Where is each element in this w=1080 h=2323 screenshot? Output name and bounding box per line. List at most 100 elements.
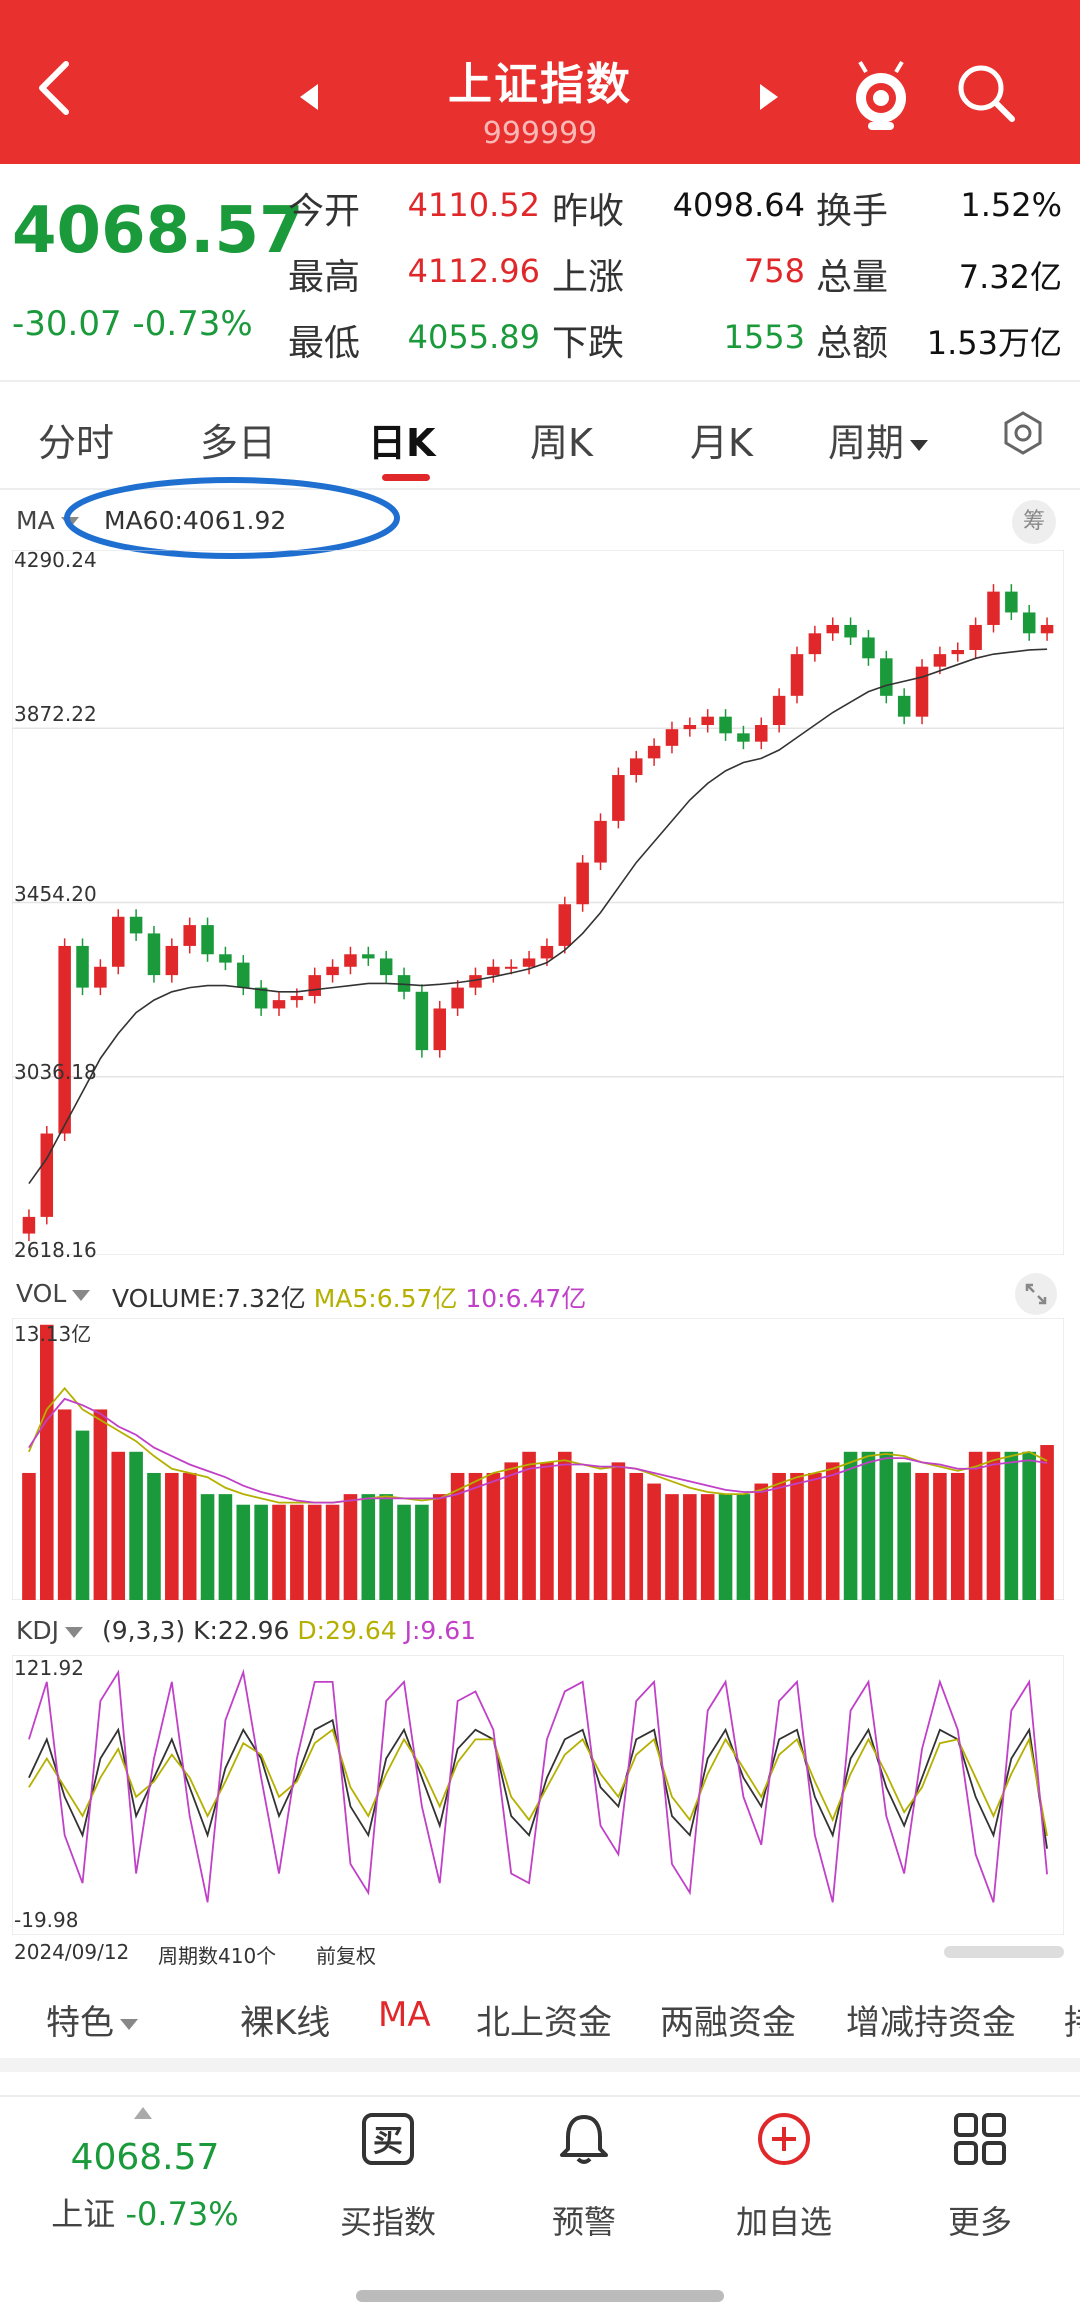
candle-body bbox=[237, 962, 250, 988]
feature-northbound[interactable]: 北上资金 bbox=[476, 2003, 612, 2043]
candle-body bbox=[844, 624, 857, 638]
candle-body bbox=[111, 916, 125, 967]
candle-body bbox=[504, 966, 518, 969]
feature-special-label: 特色 bbox=[46, 2003, 114, 2043]
kdj-selector[interactable]: KDJ bbox=[16, 1616, 84, 1645]
candle-body bbox=[129, 916, 143, 934]
kdj-selector-label: KDJ bbox=[16, 1616, 60, 1645]
feature-special[interactable]: 特色 bbox=[46, 1995, 138, 2044]
vol-selector-label: VOL bbox=[16, 1279, 67, 1308]
active-tab-indicator bbox=[382, 474, 430, 481]
volume-bar bbox=[736, 1494, 751, 1600]
candle-body bbox=[415, 991, 429, 1051]
settings-icon[interactable] bbox=[1000, 410, 1046, 456]
add-watch-icon[interactable] bbox=[756, 2111, 812, 2167]
candle-body bbox=[612, 775, 625, 821]
kdj-d-value: D:29.64 bbox=[297, 1616, 397, 1645]
candle-body bbox=[201, 925, 214, 955]
kdj-params: (9,3,3) bbox=[102, 1616, 186, 1645]
ma-highlight-ellipse bbox=[64, 477, 400, 559]
volume-bar bbox=[129, 1451, 143, 1600]
candle-body bbox=[558, 904, 572, 946]
vol-selector[interactable]: VOL bbox=[16, 1279, 91, 1308]
nav-more[interactable]: 更多 bbox=[947, 2203, 1012, 2241]
quote-value: 1553 bbox=[723, 318, 805, 356]
feature-bare-k[interactable]: 裸K线 bbox=[240, 2003, 331, 2043]
feature-bar: 特色 裸K线 MA 北上资金 两融资金 增减持资金 持 bbox=[0, 1975, 1080, 2055]
expand-icon[interactable] bbox=[1014, 1272, 1058, 1316]
tab-intraday[interactable]: 分时 bbox=[38, 421, 115, 465]
candle-body bbox=[540, 945, 554, 959]
stock-code: 999999 bbox=[482, 116, 598, 151]
volume-bar bbox=[825, 1462, 840, 1600]
bell-icon[interactable] bbox=[556, 2111, 612, 2167]
tab-daily-k[interactable]: 日K bbox=[368, 421, 436, 465]
nav-alert[interactable]: 预警 bbox=[551, 2203, 616, 2241]
search-icon[interactable] bbox=[955, 62, 1017, 124]
volume-bar bbox=[450, 1472, 465, 1600]
tab-period[interactable]: 周期 bbox=[828, 412, 929, 467]
start-date: 2024/09/12 bbox=[14, 1940, 130, 1964]
nav-index-change[interactable]: 上证 -0.73% bbox=[0, 2189, 290, 2235]
volume-bar bbox=[1040, 1445, 1054, 1600]
nav-buy-index[interactable]: 买指数 bbox=[339, 2203, 436, 2241]
ma-selector-label: MA bbox=[16, 506, 55, 535]
feature-margin[interactable]: 两融资金 bbox=[660, 2003, 796, 2043]
grid-icon[interactable] bbox=[952, 2111, 1008, 2167]
volume-bar bbox=[861, 1451, 876, 1600]
candle-body bbox=[290, 995, 304, 1001]
svg-text:买: 买 bbox=[373, 2124, 403, 2159]
candlestick-chart[interactable] bbox=[12, 550, 1064, 1255]
candle-body bbox=[58, 945, 71, 1134]
tab-weekly-k[interactable]: 周K bbox=[530, 421, 593, 465]
volume-bar bbox=[415, 1504, 429, 1600]
volume-bar bbox=[325, 1504, 340, 1600]
volume-bar bbox=[361, 1494, 376, 1600]
volume-bar bbox=[683, 1494, 697, 1600]
volume-bar bbox=[147, 1472, 161, 1600]
nav-price[interactable]: 4068.57 bbox=[70, 2137, 220, 2178]
buy-icon[interactable]: 买 bbox=[360, 2111, 416, 2167]
volume-bar bbox=[165, 1472, 179, 1600]
volume-bar bbox=[290, 1504, 304, 1600]
candle-body bbox=[165, 945, 179, 976]
quote-label: 换手 bbox=[816, 191, 889, 232]
volume-bar bbox=[558, 1451, 572, 1600]
change-percent: -0.73% bbox=[132, 304, 253, 344]
tab-multi-day[interactable]: 多日 bbox=[200, 421, 277, 465]
candle-body bbox=[683, 725, 697, 730]
volume-bar bbox=[915, 1472, 929, 1600]
candle-body bbox=[951, 649, 965, 655]
candle-body bbox=[987, 591, 1000, 625]
volume-bar bbox=[379, 1494, 393, 1600]
scroll-thumb[interactable] bbox=[944, 1946, 1064, 1958]
bottom-nav: 4068.57 上证 -0.73% 买 买指数 预警 加自选 更多 bbox=[0, 2095, 1080, 2323]
candle-body bbox=[808, 633, 822, 655]
candle-body bbox=[790, 654, 804, 696]
feature-more-cut[interactable]: 持 bbox=[1064, 1995, 1080, 2044]
mascot-icon[interactable] bbox=[848, 60, 914, 132]
volume-chart[interactable] bbox=[12, 1318, 1064, 1600]
feature-ma[interactable]: MA bbox=[378, 1995, 431, 2035]
kdj-legend: (9,3,3) K:22.96 D:29.64 J:9.61 bbox=[102, 1616, 476, 1645]
candle-body bbox=[272, 1000, 286, 1009]
volume-bar bbox=[629, 1472, 644, 1600]
nav-add-watchlist[interactable]: 加自选 bbox=[735, 2203, 832, 2241]
kdj-chart[interactable] bbox=[12, 1655, 1064, 1935]
chevron-down-icon bbox=[910, 440, 929, 451]
chip-button[interactable]: 筹 bbox=[1012, 500, 1056, 544]
adjust-mode: 前复权 bbox=[316, 1944, 376, 1968]
volume-bar bbox=[933, 1472, 947, 1600]
vol-legend: VOLUME:7.32亿 MA5:6.57亿 10:6.47亿 bbox=[112, 1279, 586, 1315]
vol-ma5-value: MA5:6.57亿 bbox=[313, 1284, 458, 1313]
change-value: -30.07 bbox=[12, 304, 122, 344]
candle-body bbox=[344, 954, 357, 967]
tab-monthly-k[interactable]: 月K bbox=[690, 421, 753, 465]
quote-label: 最高 bbox=[288, 257, 361, 298]
back-icon[interactable] bbox=[34, 58, 74, 118]
feature-holdings[interactable]: 增减持资金 bbox=[846, 2003, 1016, 2043]
quote-label: 今开 bbox=[288, 191, 361, 232]
next-arrow-icon[interactable] bbox=[758, 82, 780, 112]
prev-arrow-icon[interactable] bbox=[298, 82, 320, 112]
kdj-k-line bbox=[28, 1718, 1048, 1849]
